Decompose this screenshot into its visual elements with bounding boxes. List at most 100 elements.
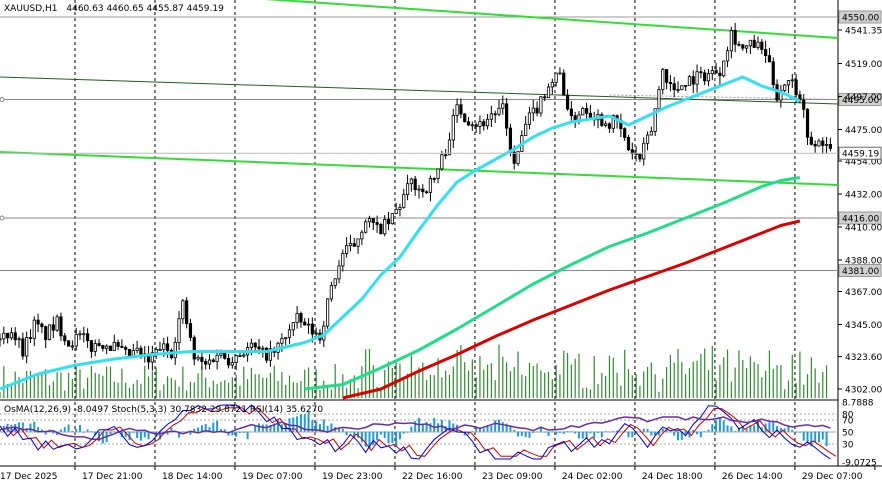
candle-body bbox=[66, 340, 71, 347]
candle-body bbox=[638, 153, 642, 160]
candle-body bbox=[425, 191, 429, 194]
candle-body bbox=[710, 70, 714, 75]
candle-body bbox=[21, 338, 25, 357]
candle-body bbox=[809, 136, 813, 145]
candle-body bbox=[36, 319, 40, 325]
candle-body bbox=[185, 300, 189, 324]
candle-body bbox=[428, 178, 433, 193]
candle-body bbox=[623, 128, 627, 138]
candle-body bbox=[242, 354, 246, 357]
candle-body bbox=[284, 337, 288, 340]
candle-body bbox=[268, 348, 273, 361]
candle-body bbox=[527, 112, 532, 125]
level-marker bbox=[0, 97, 5, 102]
candle-body bbox=[207, 359, 212, 365]
moving-averages bbox=[0, 75, 801, 400]
price-tick-label: 4475.00 bbox=[845, 126, 882, 136]
candle-body bbox=[634, 153, 638, 155]
candle-body bbox=[626, 137, 631, 151]
time-tick-label: 24 Dec 18:00 bbox=[642, 472, 703, 482]
price-tick-label: 4323.60 bbox=[845, 353, 882, 363]
candle-body bbox=[687, 76, 692, 86]
indicator-tick-label: 30 bbox=[842, 441, 854, 451]
candle-body bbox=[512, 151, 516, 164]
price-tick-label: 4432.00 bbox=[845, 191, 882, 201]
candle-body bbox=[565, 94, 570, 110]
candle-body bbox=[802, 99, 806, 110]
level-tag-label: 4416.00 bbox=[842, 215, 879, 225]
candle-body bbox=[604, 123, 608, 126]
candle-body bbox=[600, 114, 604, 126]
candle-body bbox=[645, 134, 650, 144]
candle-body bbox=[813, 143, 817, 147]
candle-body bbox=[653, 108, 657, 132]
candle-body bbox=[413, 178, 417, 190]
candle-body bbox=[124, 347, 128, 350]
candle-body bbox=[764, 49, 768, 57]
candle-body bbox=[676, 89, 680, 91]
candle-body bbox=[78, 333, 82, 336]
candle-body bbox=[516, 151, 520, 164]
candle-body bbox=[470, 124, 474, 127]
candle-body bbox=[718, 72, 722, 77]
candle-body bbox=[550, 81, 554, 88]
candle-body bbox=[786, 80, 791, 86]
candle-body bbox=[722, 60, 726, 77]
candle-body bbox=[314, 332, 318, 335]
candle-body bbox=[200, 356, 204, 362]
candle-body bbox=[108, 345, 113, 351]
candle-body bbox=[9, 332, 14, 339]
candle-body bbox=[204, 361, 208, 365]
rsi-line bbox=[0, 416, 831, 441]
candle-body bbox=[725, 50, 730, 62]
candle-body bbox=[127, 348, 132, 357]
candle-body bbox=[356, 238, 360, 247]
candle-body bbox=[733, 30, 737, 45]
channel-mid-line bbox=[0, 76, 839, 105]
candle-body bbox=[345, 245, 349, 254]
channel-lines bbox=[0, 0, 839, 186]
candle-body bbox=[219, 352, 223, 356]
candle-body bbox=[226, 357, 231, 366]
channel-lower-line bbox=[0, 151, 839, 186]
candle-body bbox=[485, 118, 490, 127]
price-tick-label: 4345.00 bbox=[845, 321, 882, 331]
level-tag bbox=[838, 10, 882, 24]
candle-body bbox=[779, 90, 783, 101]
candle-body bbox=[607, 123, 612, 129]
candle-body bbox=[337, 265, 341, 280]
candle-body bbox=[101, 345, 105, 349]
candle-body bbox=[97, 343, 101, 346]
time-tick-label: 23 Dec 09:00 bbox=[482, 472, 543, 482]
candle-body bbox=[482, 121, 486, 127]
candle-body bbox=[70, 345, 74, 348]
candle-body bbox=[436, 168, 440, 179]
candle-body bbox=[463, 113, 467, 123]
time-axis: 17 Dec 2025 17 Dec 21:00 18 Dec 14:00 19 De… bbox=[0, 466, 876, 482]
candle-body bbox=[497, 107, 501, 115]
candle-body bbox=[741, 44, 745, 49]
candle-body bbox=[581, 108, 585, 116]
ema-green-line bbox=[304, 176, 801, 391]
candle-body bbox=[154, 349, 158, 354]
candle-body bbox=[40, 323, 44, 328]
candle-body bbox=[668, 81, 673, 85]
candle-body bbox=[261, 347, 265, 350]
candle-body bbox=[398, 206, 402, 210]
candle-body bbox=[691, 76, 695, 85]
candle-body bbox=[238, 355, 242, 357]
candle-body bbox=[257, 346, 261, 350]
candle-body bbox=[120, 345, 124, 348]
candle-body bbox=[51, 324, 55, 331]
candle-body bbox=[402, 194, 406, 208]
candle-body bbox=[44, 326, 48, 341]
candle-body bbox=[383, 219, 387, 235]
candle-body bbox=[390, 213, 394, 225]
candle-body bbox=[783, 84, 787, 91]
candle-body bbox=[181, 300, 185, 320]
candle-body bbox=[501, 103, 505, 109]
candle-body bbox=[744, 45, 749, 49]
candle-body bbox=[310, 323, 314, 335]
candle-body bbox=[25, 337, 29, 357]
